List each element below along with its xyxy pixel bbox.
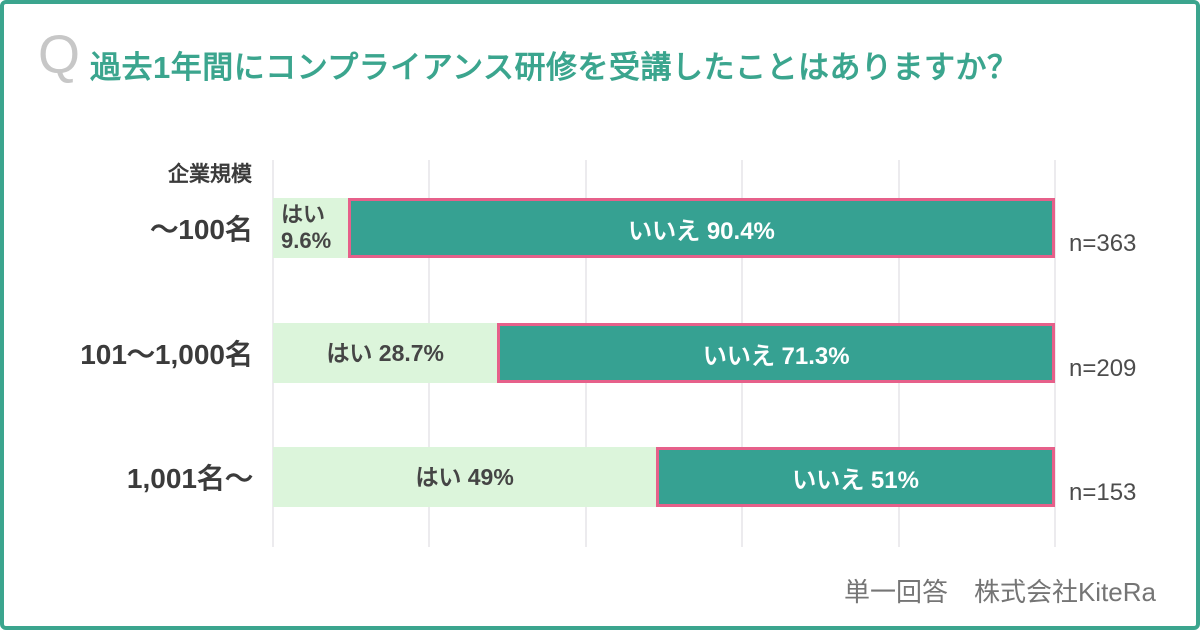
- bar-yes: はい 9.6%: [273, 198, 349, 258]
- row-label: 101～1,000名: [80, 339, 253, 370]
- bar-no-label: いいえ 71.3%: [702, 342, 850, 370]
- sample-size-label: n=209: [1069, 355, 1137, 382]
- bar-no: いいえ 90.4%: [348, 198, 1055, 258]
- question-icon: Q: [38, 25, 81, 85]
- bar-yes-label: はい: [281, 202, 326, 227]
- bar-yes: はい 28.7%: [273, 323, 498, 383]
- gridline: [1054, 160, 1056, 547]
- bar-no: いいえ 71.3%: [497, 323, 1055, 383]
- bar-yes-label: はい 49%: [415, 464, 514, 490]
- axis-label: 企業規模: [168, 163, 252, 186]
- bar-yes: はい 49%: [273, 447, 657, 507]
- bar-no-label: いいえ 90.4%: [628, 217, 775, 245]
- row-label: ～100名: [150, 214, 253, 245]
- bar-yes-value: 9.6%: [281, 228, 332, 253]
- sample-size-label: n=363: [1069, 230, 1137, 257]
- sample-size-label: n=153: [1069, 479, 1137, 506]
- page-title: 過去1年間にコンプライアンス研修を受講したことはありますか？: [90, 50, 1019, 85]
- bar-row: ～100名 はい 9.6% いいえ 90.4% n=363: [150, 198, 1136, 258]
- bar-no-label: いいえ 51%: [792, 466, 919, 494]
- bar-row: 101～1,000名 はい 28.7% いいえ 71.3% n=209: [80, 323, 1136, 383]
- row-label: 1,001名～: [126, 463, 253, 494]
- bar-yes-label: はい 28.7%: [326, 340, 445, 366]
- footnote: 単一回答 株式会社KiteRa: [843, 577, 1156, 607]
- bar-no: いいえ 51%: [656, 447, 1055, 507]
- bar-row: 1,001名～ はい 49% いいえ 51% n=153: [127, 447, 1136, 507]
